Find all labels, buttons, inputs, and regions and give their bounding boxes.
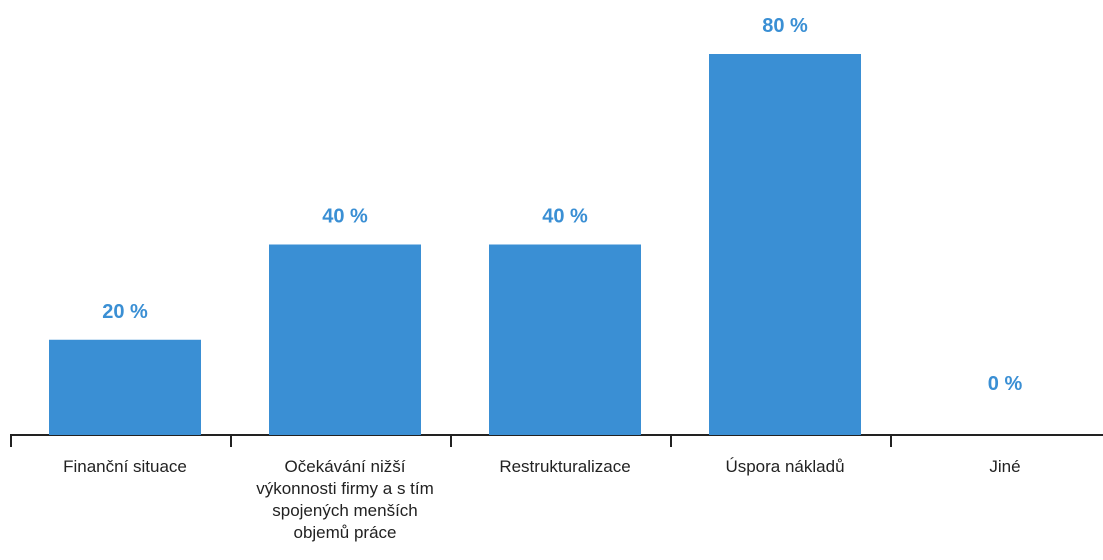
bar [49,339,201,435]
bar [489,244,641,435]
x-tick-label: Jiné [989,457,1021,476]
x-tick-label: Finanční situace [63,457,187,476]
value-label: 0 % [988,373,1023,395]
value-label: 80 % [762,15,808,37]
value-label: 40 % [542,206,588,228]
bar [709,54,861,435]
value-label: 20 % [102,301,148,323]
value-label: 40 % [322,206,368,228]
x-tick-label: Úspora nákladů [725,457,845,476]
x-tick-label: Očekávání nižší výkonnosti firmy a s tím… [256,457,434,542]
x-tick-label: Restrukturalizace [499,457,631,476]
bar [269,244,421,435]
